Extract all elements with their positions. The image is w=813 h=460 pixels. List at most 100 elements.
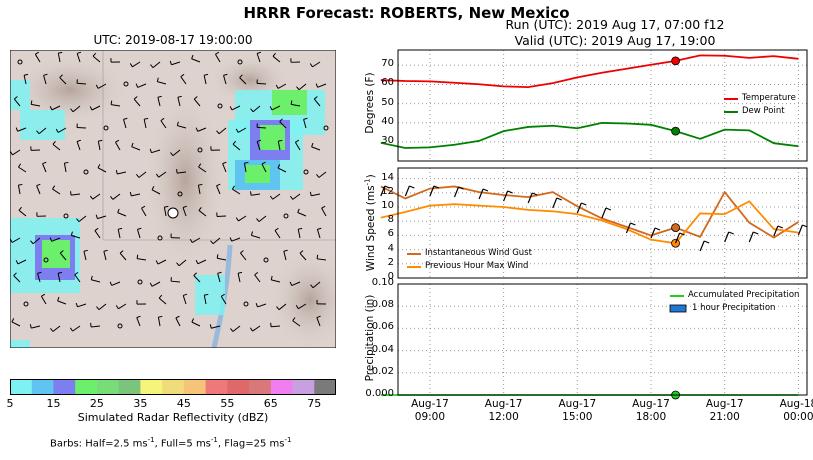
wind-barb-shaft [303,119,307,129]
figure-title: HRRR Forecast: ROBERTS, New Mexico [243,4,570,22]
wind-barb-feather [270,275,273,281]
wind-barb-feather [36,183,41,187]
wind-barb-feather [269,195,274,200]
y-tick-label: 10 [381,200,394,212]
terrain-shading [10,55,130,125]
wind-barb-shaft [251,234,261,239]
wind-barb-feather [133,96,138,100]
wind-barb-shaft [103,251,107,261]
wind-barb-shaft [256,141,261,151]
wind-barb-feather [256,51,262,54]
wind-barb-feather [193,96,198,100]
wind-barb-shaft [214,53,221,63]
wind-barb-shaft [136,317,141,327]
wind-barb-shaft [98,303,107,311]
wind-barb-feather [49,106,53,111]
wind-barb-shaft [237,273,241,283]
calm-marker [123,81,129,87]
wind-barb-feather [115,169,118,175]
run-info: Run (UTC): 2019 Aug 17, 07:00 f12 Valid … [400,17,813,49]
wind-barb-shaft [151,281,161,287]
colorbar-tick: 15 [46,397,61,410]
wind-barb-shaft [312,61,321,68]
y-tick-label: 60 [381,77,394,89]
wind-barb-shaft [478,188,484,200]
wind-barb-feather [169,60,172,65]
wind-barb-shaft [163,207,167,217]
wind-barb-shaft [177,171,187,174]
wind-barb-shaft [133,98,141,107]
wind-barb-feather [13,272,17,276]
wind-barb-shaft [40,296,47,305]
wind-barb-shaft [318,171,327,178]
wind-barb-feather [299,250,304,254]
wind-barb-feather [117,208,120,213]
wind-barb-shaft [63,163,67,173]
calm-marker [117,323,123,329]
wind-barb-feather [235,217,239,222]
wind-barb-shaft [151,149,161,154]
wind-barb-shaft [277,167,287,173]
wind-barb-shaft [232,143,241,151]
wind-barb-feather [216,254,219,259]
y-tick-label: 14 [381,171,394,183]
wind-barb-shaft [283,251,287,261]
calm-marker [237,59,243,65]
valid-line: Valid (UTC): 2019 Aug 17, 19:00 [514,33,716,48]
wind-barb-feather [256,218,260,222]
wind-barb-feather [289,281,293,286]
current-time-marker [671,238,680,248]
wind-barb-shaft [271,279,281,283]
wind-barb-shaft [52,325,61,332]
wind-barb-shaft [141,207,147,217]
wind-barb-shaft [274,230,281,239]
wind-barb-shaft [11,321,21,327]
wind-barb-feather [157,95,162,98]
wind-barb-feather [216,183,221,187]
wind-barb-feather [175,315,180,319]
wind-barb-shaft [258,215,267,222]
wind-barb-shaft [131,146,141,151]
colorbar-segment [292,379,315,395]
calm-marker [43,257,49,263]
wind-barb-shaft [177,97,181,107]
wind-barb-shaft [57,127,67,133]
wind-barb-feather [136,173,140,178]
wind-barb-shaft [59,77,67,85]
colorbar-tick: 25 [89,397,104,410]
x-tick-label: Aug-17 12:00 [484,398,523,423]
wind-barb-feather [160,117,165,122]
wind-barb-shaft [312,281,321,289]
wind-barb-shaft [220,296,227,305]
wind-barb-feather [239,74,243,79]
wind-barb-shaft [218,127,227,135]
wind-barb-feather [75,302,78,307]
wind-barb-shaft [72,325,81,332]
wind-barb-shaft [18,209,27,217]
wind-barb-feather [244,161,249,164]
calm-marker [17,59,23,65]
wind-barb-shaft [97,167,107,173]
wind-barb-feather [151,186,155,191]
wind-barb-feather [69,327,74,332]
wind-barb-feather [15,127,19,132]
wind-barb-shaft [17,185,21,195]
y-tick-label: 70 [381,58,394,70]
wind-barb-shaft [117,229,121,239]
wind-barb-feather [315,83,319,88]
wind-barb-feather [198,206,202,211]
wind-barb-feather [136,254,139,259]
wind-barb-feather [55,128,59,133]
wind-barb-feather [261,161,266,165]
wind-barb-shaft [231,237,241,242]
wind-barb-feather [232,140,237,145]
wind-barb-shaft [170,280,181,283]
wind-barb-feather [123,117,128,120]
colorbar-label: Simulated Radar Reflectivity (dBZ) [77,411,269,424]
wind-barb-feather [95,84,99,89]
wind-barb-feather [158,294,163,299]
wind-barb-shaft [191,58,201,63]
y-tick-label: 2 [387,256,394,268]
wind-barb-feather [103,249,108,252]
wind-barb-shaft [37,273,41,283]
